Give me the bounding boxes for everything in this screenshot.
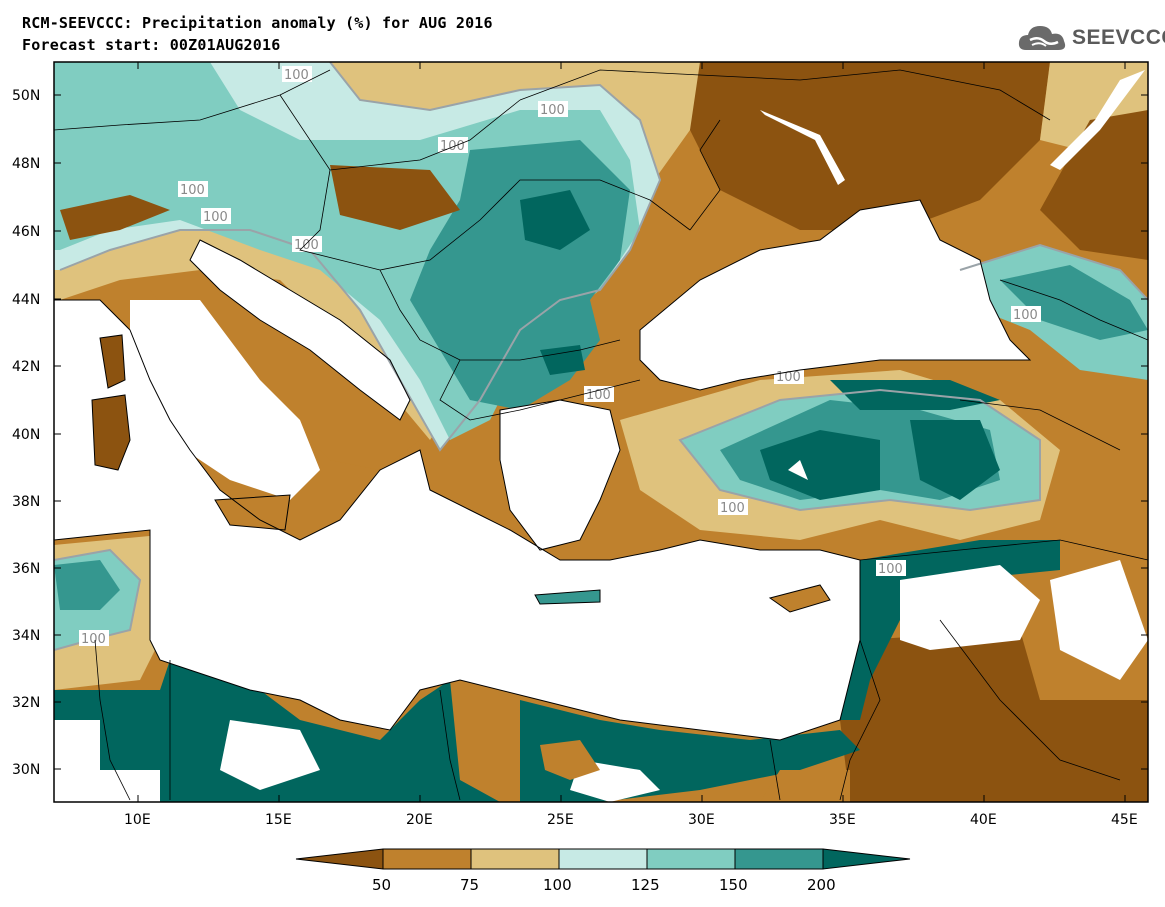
- colorbar-tick-label: 125: [631, 876, 660, 894]
- field-dry-libya-spots: [540, 740, 600, 780]
- colorbar-segment: [734, 848, 824, 870]
- colorbar-tick-label: 100: [543, 876, 572, 894]
- field-very-dry-middleeast: [840, 630, 1148, 802]
- colorbar-tick-label: 150: [719, 876, 748, 894]
- cloud-icon: [1018, 26, 1066, 50]
- colorbar-segment: [646, 848, 736, 870]
- island-sicily: [215, 495, 290, 530]
- chart-title: RCM-SEEVCCC: Precipitation anomaly (%) f…: [22, 14, 493, 32]
- field-white-streak-russia: [1050, 70, 1145, 170]
- lon-label: 40E: [970, 812, 997, 828]
- lat-label: 30N: [12, 762, 40, 778]
- field-white-spot-turkey: [788, 460, 808, 480]
- lat-label: 32N: [12, 695, 40, 711]
- lat-axis: [54, 94, 1148, 770]
- field-very-dry-alps: [60, 195, 170, 240]
- lat-label: 38N: [12, 494, 40, 510]
- contour-label: 100: [776, 370, 801, 385]
- field-extreme-wet-turkey: [760, 430, 880, 500]
- contour-label: 100: [540, 103, 565, 118]
- island-sardinia: [92, 395, 130, 470]
- contour-label: 100: [720, 501, 745, 516]
- coastlines: [54, 199, 1032, 741]
- colorbar: [295, 848, 911, 870]
- lat-label: 42N: [12, 359, 40, 375]
- colorbar-segment: [558, 848, 648, 870]
- lon-label: 20E: [406, 812, 433, 828]
- map-frame: [53, 61, 1149, 803]
- contour-label: 100: [440, 139, 465, 154]
- lat-label: 48N: [12, 156, 40, 172]
- lon-labels: 10E 15E 20E 25E 30E 35E 40E 45E: [124, 812, 1138, 828]
- forecast-start-label: Forecast start: 00Z01AUG2016: [22, 36, 281, 54]
- lat-label: 36N: [12, 561, 40, 577]
- lon-label: 45E: [1111, 812, 1138, 828]
- contour-label: 100: [878, 562, 903, 577]
- country-borders: [54, 69, 1148, 801]
- colorbar-tick-label: 200: [807, 876, 836, 894]
- contour-label: 100: [180, 183, 205, 198]
- field-white-sahara-1: [54, 720, 160, 802]
- lat-label: 50N: [12, 88, 40, 104]
- logo-text: SEEVCCC: [1072, 26, 1165, 49]
- lat-label: 44N: [12, 292, 40, 308]
- field-extreme-wet-blacksea-south: [830, 380, 1000, 410]
- sea-tyrrhenian: [130, 300, 320, 500]
- field-extreme-wet-turkey-east: [910, 420, 1000, 500]
- field-white-sahara-2: [220, 720, 320, 790]
- contour-label: 100: [284, 68, 309, 83]
- colorbar-segment: [295, 848, 384, 870]
- lon-label: 15E: [265, 812, 292, 828]
- colorbar-tick-label: 75: [460, 876, 479, 894]
- lon-label: 25E: [547, 812, 574, 828]
- field-white-arabia: [1050, 560, 1148, 680]
- colorbar-segment: [470, 848, 560, 870]
- contour-label: 100: [294, 238, 319, 253]
- lon-label: 35E: [829, 812, 856, 828]
- field-white-streak-ukraine: [760, 110, 845, 185]
- map-fields: [54, 62, 1148, 802]
- lat-label: 40N: [12, 427, 40, 443]
- field-dry-egypt-coast: [760, 770, 850, 802]
- field-very-dry-russia: [1040, 110, 1148, 260]
- lat-label: 34N: [12, 628, 40, 644]
- lon-axis: [137, 62, 1126, 802]
- field-very-dry-east: [690, 62, 1050, 230]
- colorbar-segment: [382, 848, 472, 870]
- seevccc-logo: SEEVCCC: [1018, 22, 1165, 56]
- lon-label: 30E: [688, 812, 715, 828]
- contour-label: 100: [203, 210, 228, 225]
- colorbar-tick-label: 50: [372, 876, 391, 894]
- contour-label: 100: [81, 632, 106, 647]
- sea-black: [640, 200, 1030, 390]
- field-extreme-wet-balkans-2: [540, 345, 585, 375]
- contour-label: 100: [1013, 308, 1038, 323]
- island-crete: [535, 590, 600, 604]
- sea-adriatic: [190, 240, 410, 420]
- field-extreme-wet-balkans: [520, 190, 590, 250]
- colorbar-labels: 50 75 100 125 150 200: [372, 876, 836, 894]
- island-cyprus: [770, 585, 830, 612]
- sea-mediterranean: [54, 300, 860, 740]
- field-white-middleeast: [900, 565, 1040, 650]
- contour-labels: 100 100 100 100 100 100 100 100 100 100 …: [79, 66, 1041, 647]
- field-very-dry-hungary: [330, 165, 460, 230]
- lon-label: 10E: [124, 812, 151, 828]
- sea-aegean: [500, 400, 620, 550]
- field-very-wet-tunisia: [54, 560, 120, 610]
- field-extreme-wet-levant: [840, 540, 1060, 720]
- lat-label: 46N: [12, 224, 40, 240]
- field-very-wet-caucasus: [1000, 265, 1148, 340]
- lat-labels: 50N 48N 46N 44N 42N 40N 38N 36N 34N 32N …: [12, 88, 40, 778]
- colorbar-segment: [822, 848, 911, 870]
